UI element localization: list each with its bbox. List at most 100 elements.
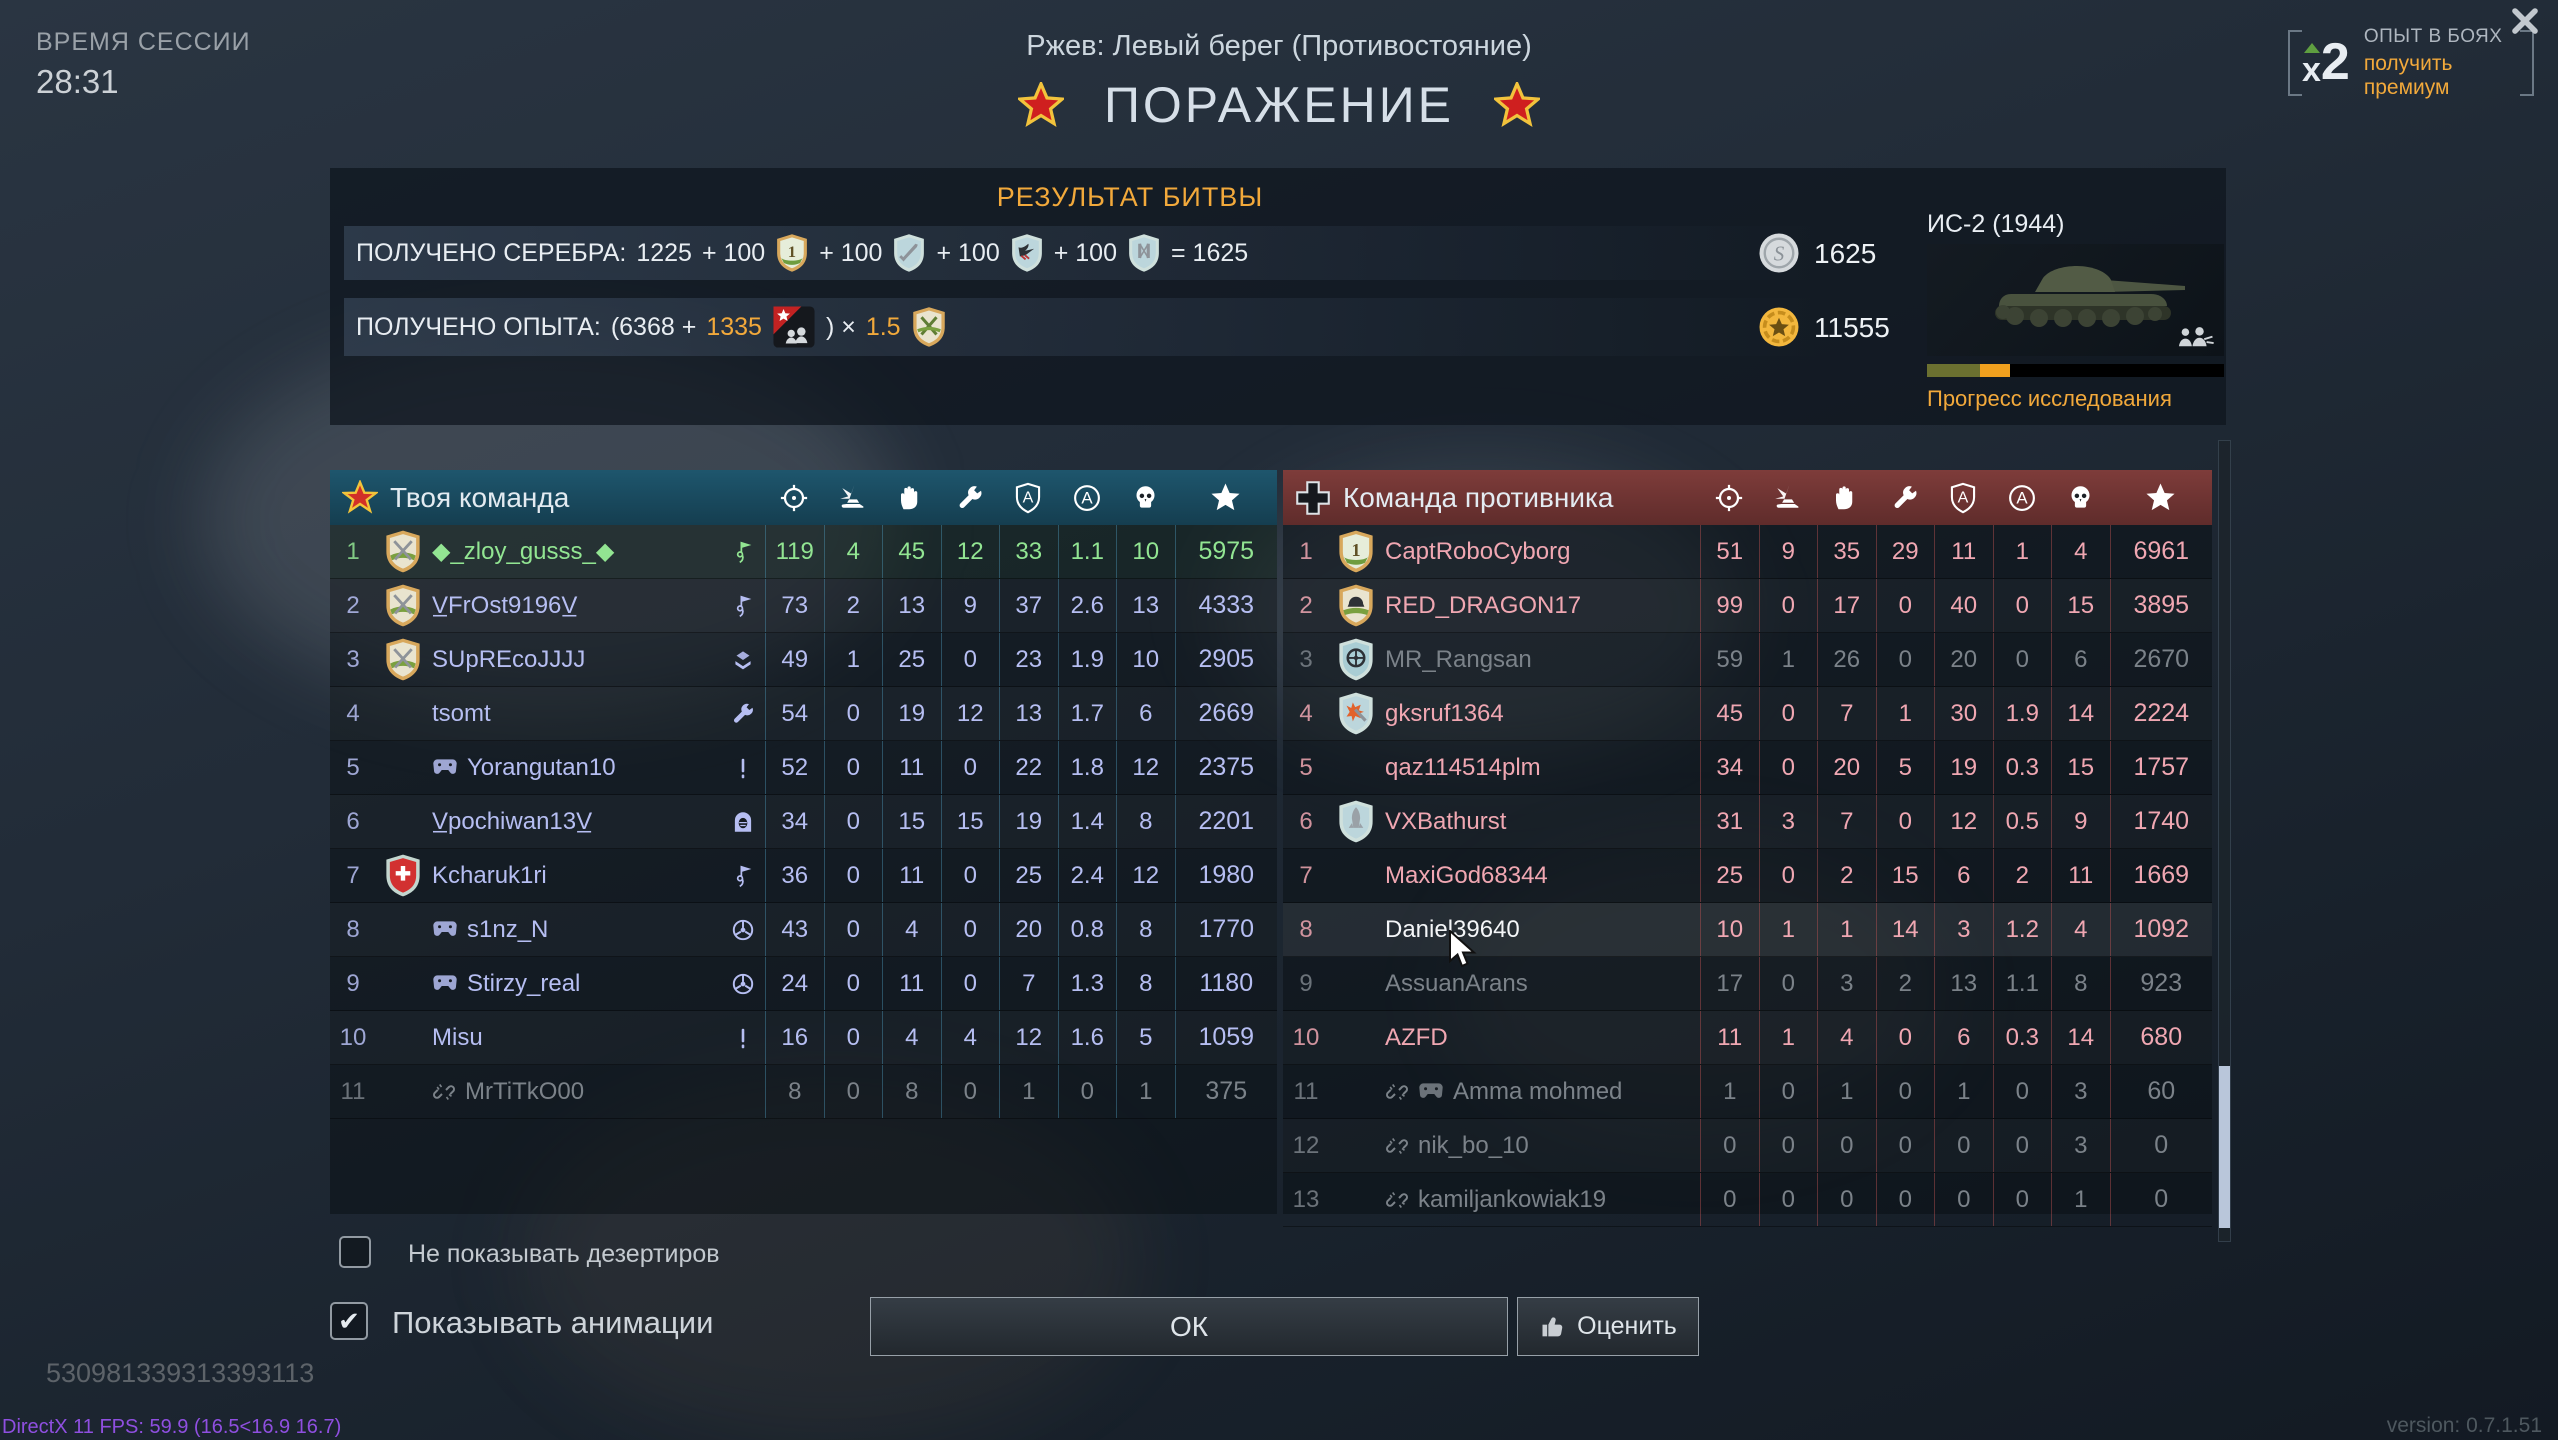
player-row[interactable]: 5 Yorangutan10 52 0 11 0 22 1.8 12 2375 — [330, 741, 1277, 795]
player-row[interactable]: 6 VXBathurst 31 3 7 0 12 0.5 9 1740 — [1283, 795, 2212, 849]
player-row[interactable]: 3 SUpREcoJJJJ 49 1 25 0 23 1.9 10 2905 — [330, 633, 1277, 687]
player-row[interactable]: 4 gksruf1364 45 0 7 1 30 1.9 14 2224 — [1283, 687, 2212, 741]
player-row[interactable]: 7 MaxiGod68344 25 0 2 15 6 2 11 1669 — [1283, 849, 2212, 903]
premium-offer-title: ОПЫТ В БОЯХ — [2363, 26, 2503, 47]
player-row[interactable]: 10 Misu 16 0 4 4 12 1.6 5 1059 — [330, 1011, 1277, 1065]
player-row[interactable]: 9 Stirzy_real 24 0 11 0 7 1.3 8 1180 — [330, 957, 1277, 1011]
score-value: 3895 — [2109, 579, 2213, 632]
svg-text:1: 1 — [788, 242, 796, 261]
skull-icon — [2067, 484, 2094, 511]
player-row[interactable]: 6 V̲pochiwan13V̲ 34 0 15 15 19 1.4 8 2201 — [330, 795, 1277, 849]
player-name-cell[interactable]: gksruf1364 — [1383, 687, 1700, 740]
map-title: Ржев: Левый берег (Противостояние) — [1026, 30, 1532, 62]
player-row[interactable]: 11 Amma mohmed 1 0 1 0 1 0 3 60 — [1283, 1065, 2212, 1119]
stat-value: 11 — [882, 849, 941, 902]
player-row[interactable]: 10 AZFD 11 1 4 0 6 0.3 14 680 — [1283, 1011, 2212, 1065]
player-name-cell[interactable]: AssuanArans — [1383, 957, 1700, 1010]
player-row[interactable]: 7 Kcharuk1ri 36 0 11 0 25 2.4 12 1980 — [330, 849, 1277, 903]
ok-button[interactable]: ОК — [870, 1297, 1508, 1356]
stat-value: 4 — [823, 525, 883, 578]
player-row[interactable]: 8 Daniel39640 10 1 1 14 3 1.2 4 1092 — [1283, 903, 2212, 957]
crosshair-icon — [1714, 483, 1744, 513]
player-name-cell[interactable]: Stirzy_real — [430, 957, 721, 1010]
player-row[interactable]: 12 nik_bo_10 0 0 0 0 0 0 3 0 — [1283, 1119, 2212, 1173]
player-row[interactable]: 4 tsomt 54 0 19 12 13 1.7 6 2669 — [330, 687, 1277, 741]
player-name-cell[interactable]: Amma mohmed — [1383, 1065, 1700, 1118]
player-name-cell[interactable]: MR_Rangsan — [1383, 633, 1700, 686]
player-name-cell[interactable]: qaz114514plm — [1383, 741, 1700, 794]
stat-value: 0 — [1875, 795, 1935, 848]
stat-value: 40 — [1934, 579, 1993, 632]
player-row[interactable]: 2 RED_DRAGON17 99 0 17 0 40 0 15 3895 — [1283, 579, 2212, 633]
clan-badge — [1329, 741, 1383, 794]
player-name-cell[interactable]: kamiljankowiak19 — [1383, 1173, 1700, 1226]
player-name-cell[interactable]: tsomt — [430, 687, 721, 740]
player-name-cell[interactable]: MaxiGod68344 — [1383, 849, 1700, 902]
stat-value: 30 — [1934, 687, 1993, 740]
player-name-cell[interactable]: Daniel39640 — [1383, 903, 1700, 956]
player-row[interactable]: 13 kamiljankowiak19 0 0 0 0 0 0 1 0 — [1283, 1173, 2212, 1227]
stat-value: 4 — [940, 1011, 1000, 1064]
stat-value: 0 — [1875, 1011, 1935, 1064]
player-name-cell[interactable]: Misu — [430, 1011, 721, 1064]
player-row[interactable]: 5 qaz114514plm 34 0 20 5 19 0.3 15 1757 — [1283, 741, 2212, 795]
player-name-cell[interactable]: nik_bo_10 — [1383, 1119, 1700, 1172]
stat-value: 51 — [1700, 525, 1759, 578]
xp-base: (6368 + — [610, 312, 697, 341]
score-value: 2905 — [1174, 633, 1278, 686]
player-name-cell[interactable]: V̲FrOst9196V̲ — [430, 579, 721, 632]
stat-value: 1.8 — [1057, 741, 1117, 794]
player-name-cell[interactable]: RED_DRAGON17 — [1383, 579, 1700, 632]
clan-badge — [376, 957, 430, 1010]
rate-button[interactable]: Оценить — [1517, 1297, 1699, 1356]
player-name-cell[interactable]: MrTiTkO00 — [430, 1065, 721, 1118]
hide-deserters-checkbox[interactable] — [339, 1236, 371, 1268]
player-name-cell[interactable]: ◆_zloy_gusss_◆ — [430, 525, 721, 578]
premium-offer-banner[interactable]: x 2 ОПЫТ В БОЯХ получить премиум — [2288, 26, 2534, 99]
crew-icon — [2176, 326, 2216, 350]
player-name-cell[interactable]: CaptRoboCyborg — [1383, 525, 1700, 578]
player-name: Stirzy_real — [467, 969, 581, 997]
player-row[interactable]: 8 s1nz_N 43 0 4 0 20 0.8 8 1770 — [330, 903, 1277, 957]
player-name-cell[interactable]: AZFD — [1383, 1011, 1700, 1064]
svg-text:A: A — [1081, 488, 1093, 507]
gamepad-icon — [1418, 1082, 1444, 1101]
flag-icon — [730, 863, 756, 889]
player-row[interactable]: 3 MR_Rangsan 59 1 26 0 20 0 6 2670 — [1283, 633, 2212, 687]
stat-value: 0 — [940, 633, 1000, 686]
disconnect-icon — [1385, 1080, 1409, 1104]
scrollbar-thumb[interactable] — [2219, 1066, 2230, 1228]
vehicle-image[interactable] — [1927, 244, 2224, 356]
svg-text:A: A — [2016, 488, 2028, 507]
player-row[interactable]: 11 MrTiTkO00 8 0 8 0 1 0 1 375 — [330, 1065, 1277, 1119]
player-name-cell[interactable]: Yorangutan10 — [430, 741, 721, 794]
stat-value: 99 — [1700, 579, 1759, 632]
stat-value: 1 — [1934, 1065, 1993, 1118]
stat-value: 1.7 — [1057, 687, 1117, 740]
player-name-cell[interactable]: V̲pochiwan13V̲ — [430, 795, 721, 848]
stat-value: 13 — [1934, 957, 1993, 1010]
player-name-cell[interactable]: VXBathurst — [1383, 795, 1700, 848]
helmet-icon — [730, 809, 756, 835]
hide-deserters-label[interactable]: Не показывать дезертиров — [408, 1240, 720, 1268]
player-row[interactable]: 2 V̲FrOst9196V̲ 73 2 13 9 37 2.6 13 4333 — [330, 579, 1277, 633]
player-row[interactable]: 1 ◆_zloy_gusss_◆ 119 4 45 12 33 1.1 10 5975 — [330, 525, 1277, 579]
table-scrollbar[interactable] — [2218, 440, 2231, 1242]
close-icon[interactable] — [2510, 6, 2540, 36]
show-animations-label[interactable]: Показывать анимации — [392, 1305, 714, 1340]
player-name-cell[interactable]: SUpREcoJJJJ — [430, 633, 721, 686]
platoon-icon — [772, 305, 816, 349]
player-name-cell[interactable]: Kcharuk1ri — [430, 849, 721, 902]
badge-swords-icon — [384, 583, 422, 628]
player-name-cell[interactable]: s1nz_N — [430, 903, 721, 956]
show-animations-checkbox[interactable]: ✔ — [330, 1302, 368, 1340]
player-row[interactable]: 1 1 CaptRoboCyborg 51 9 35 29 11 1 4 6961 — [1283, 525, 2212, 579]
stat-value: 0 — [1758, 687, 1818, 740]
stat-value: 11 — [2051, 849, 2110, 902]
stat-value: 2 — [1817, 849, 1876, 902]
clan-badge — [1329, 1119, 1383, 1172]
player-rank: 6 — [1299, 807, 1313, 835]
player-row[interactable]: 9 AssuanArans 17 0 3 2 13 1.1 8 923 — [1283, 957, 2212, 1011]
skull-icon — [1132, 484, 1159, 511]
premium-offer-action[interactable]: получить премиум — [2363, 52, 2453, 99]
